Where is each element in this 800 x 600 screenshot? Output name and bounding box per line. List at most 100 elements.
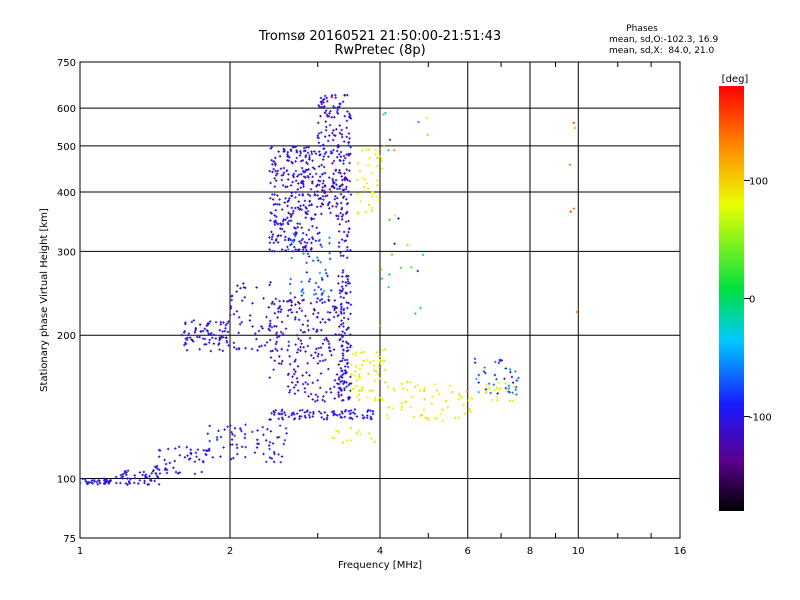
data-point (318, 271, 322, 275)
data-point (269, 338, 272, 342)
data-point (269, 319, 272, 323)
data-point (348, 396, 352, 399)
data-point (335, 128, 338, 131)
data-point (316, 205, 319, 209)
data-point (298, 409, 302, 412)
data-point (319, 96, 323, 100)
data-point (279, 310, 282, 314)
data-point (322, 106, 325, 109)
data-point (328, 242, 331, 245)
data-point (328, 346, 331, 350)
y-tick-label: 100 (57, 475, 76, 486)
data-point (211, 456, 214, 459)
data-point (270, 238, 274, 241)
data-point (280, 320, 284, 324)
data-point (311, 398, 314, 401)
data-point (360, 387, 364, 391)
data-point (273, 214, 276, 217)
data-point (299, 415, 303, 418)
data-point (279, 167, 283, 170)
data-point (321, 186, 324, 189)
data-point (311, 237, 315, 241)
data-point (362, 416, 366, 419)
data-point (347, 144, 350, 147)
data-point (150, 479, 153, 482)
data-point (340, 215, 344, 218)
data-point (202, 448, 205, 452)
data-point (301, 382, 305, 386)
data-point (294, 145, 298, 148)
data-point (286, 151, 289, 154)
data-point (291, 250, 295, 253)
data-point (301, 238, 304, 241)
data-point (318, 144, 322, 148)
data-point (152, 469, 155, 472)
data-point (512, 393, 516, 396)
data-point (499, 387, 502, 390)
data-point (457, 397, 460, 401)
data-point (300, 208, 303, 211)
data-point (569, 210, 572, 213)
data-point (157, 483, 161, 486)
data-point (339, 415, 342, 419)
data-point (273, 223, 277, 226)
data-point (340, 359, 344, 362)
data-point (343, 358, 347, 362)
data-point (321, 194, 325, 198)
data-point (345, 210, 349, 214)
data-point (311, 415, 314, 418)
data-point (334, 333, 337, 336)
data-point (285, 169, 289, 172)
data-point (304, 416, 307, 419)
data-point (337, 274, 340, 278)
data-point (388, 218, 391, 221)
data-point (318, 299, 322, 302)
data-point (349, 117, 353, 120)
data-point (293, 296, 297, 299)
data-point (303, 146, 306, 150)
data-point (338, 102, 341, 105)
data-point (346, 277, 349, 281)
data-point (322, 417, 326, 421)
data-point (336, 202, 339, 206)
data-point (511, 391, 514, 394)
data-point (274, 409, 278, 412)
data-point (358, 169, 362, 173)
data-point (313, 309, 316, 312)
data-point (343, 114, 346, 118)
data-point (342, 162, 345, 165)
data-point (277, 412, 281, 415)
data-point (367, 203, 371, 207)
data-point (361, 176, 365, 180)
data-point (342, 154, 346, 158)
data-point (264, 439, 268, 442)
data-point (309, 392, 313, 396)
data-point (292, 238, 296, 241)
data-point (341, 330, 344, 333)
data-point (495, 396, 499, 399)
data-point (321, 182, 325, 185)
data-point (345, 358, 349, 362)
data-point (345, 119, 349, 123)
data-point (198, 458, 201, 461)
data-point (303, 170, 307, 174)
data-point (422, 389, 426, 393)
data-point (337, 214, 340, 218)
data-point (304, 314, 307, 318)
data-point (316, 315, 319, 319)
data-point (271, 249, 274, 253)
data-point (339, 171, 342, 175)
data-point (496, 392, 499, 395)
data-point (384, 381, 387, 384)
y-tick-label: 75 (63, 534, 76, 545)
data-point (515, 379, 519, 382)
data-point (362, 359, 365, 363)
data-point (218, 348, 221, 351)
data-point (379, 324, 383, 327)
data-point (283, 439, 287, 442)
data-point (277, 453, 280, 456)
data-point (317, 197, 321, 201)
data-point (338, 124, 341, 127)
data-point (302, 252, 305, 255)
